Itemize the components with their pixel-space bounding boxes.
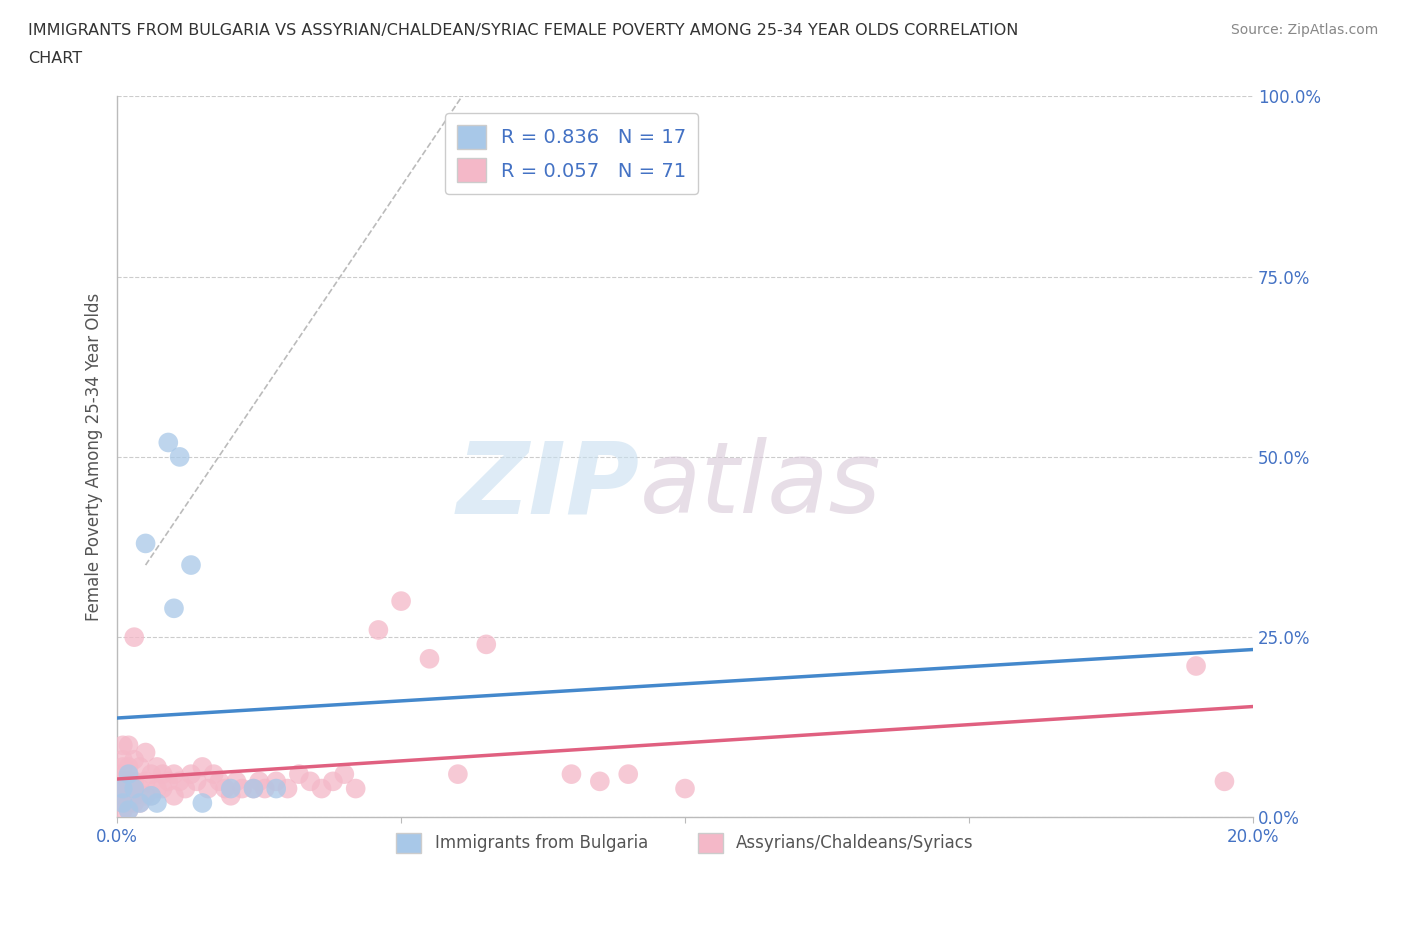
- Point: [344, 781, 367, 796]
- Point: [117, 795, 139, 810]
- Point: [129, 760, 152, 775]
- Point: [117, 781, 139, 796]
- Point: [191, 795, 214, 810]
- Point: [111, 737, 134, 752]
- Point: [135, 774, 157, 789]
- Point: [231, 781, 253, 796]
- Point: [589, 774, 612, 789]
- Point: [242, 781, 264, 796]
- Point: [146, 781, 169, 796]
- Text: ZIP: ZIP: [457, 437, 640, 534]
- Point: [117, 766, 139, 781]
- Point: [169, 449, 191, 464]
- Point: [242, 781, 264, 796]
- Point: [117, 803, 139, 817]
- Legend: Immigrants from Bulgaria, Assyrians/Chaldeans/Syriacs: Immigrants from Bulgaria, Assyrians/Chal…: [389, 826, 980, 859]
- Point: [111, 789, 134, 804]
- Point: [186, 774, 208, 789]
- Point: [111, 795, 134, 810]
- Point: [253, 781, 276, 796]
- Point: [135, 536, 157, 551]
- Y-axis label: Female Poverty Among 25-34 Year Olds: Female Poverty Among 25-34 Year Olds: [86, 293, 103, 621]
- Point: [111, 795, 134, 810]
- Point: [157, 774, 180, 789]
- Point: [122, 781, 145, 796]
- Point: [163, 601, 186, 616]
- Point: [208, 774, 231, 789]
- Point: [447, 766, 470, 781]
- Point: [141, 789, 163, 804]
- Point: [117, 737, 139, 752]
- Point: [111, 781, 134, 796]
- Point: [333, 766, 356, 781]
- Point: [418, 651, 440, 666]
- Point: [129, 795, 152, 810]
- Point: [180, 766, 202, 781]
- Text: atlas: atlas: [640, 437, 882, 534]
- Point: [191, 760, 214, 775]
- Point: [219, 789, 242, 804]
- Point: [129, 781, 152, 796]
- Point: [367, 622, 389, 637]
- Point: [152, 766, 174, 781]
- Point: [111, 774, 134, 789]
- Text: Source: ZipAtlas.com: Source: ZipAtlas.com: [1230, 23, 1378, 37]
- Point: [122, 789, 145, 804]
- Point: [111, 760, 134, 775]
- Point: [247, 774, 270, 789]
- Point: [264, 774, 287, 789]
- Point: [152, 781, 174, 796]
- Point: [180, 558, 202, 573]
- Point: [169, 774, 191, 789]
- Text: IMMIGRANTS FROM BULGARIA VS ASSYRIAN/CHALDEAN/SYRIAC FEMALE POVERTY AMONG 25-34 : IMMIGRANTS FROM BULGARIA VS ASSYRIAN/CHA…: [28, 23, 1018, 38]
- Point: [111, 781, 134, 796]
- Point: [117, 760, 139, 775]
- Point: [135, 789, 157, 804]
- Point: [129, 795, 152, 810]
- Point: [163, 766, 186, 781]
- Point: [122, 781, 145, 796]
- Point: [141, 789, 163, 804]
- Point: [560, 766, 582, 781]
- Point: [111, 766, 134, 781]
- Point: [146, 760, 169, 775]
- Point: [202, 766, 225, 781]
- Point: [141, 766, 163, 781]
- Point: [174, 781, 197, 796]
- Point: [219, 781, 242, 796]
- Point: [163, 789, 186, 804]
- Point: [389, 593, 412, 608]
- Point: [122, 795, 145, 810]
- Text: CHART: CHART: [28, 51, 82, 66]
- Point: [122, 752, 145, 767]
- Point: [617, 766, 640, 781]
- Point: [1213, 774, 1236, 789]
- Point: [146, 795, 169, 810]
- Point: [111, 803, 134, 817]
- Point: [117, 789, 139, 804]
- Point: [122, 774, 145, 789]
- Point: [277, 781, 299, 796]
- Point: [197, 781, 219, 796]
- Point: [299, 774, 322, 789]
- Point: [122, 630, 145, 644]
- Point: [264, 781, 287, 796]
- Point: [673, 781, 696, 796]
- Point: [135, 745, 157, 760]
- Point: [288, 766, 311, 781]
- Point: [157, 435, 180, 450]
- Point: [117, 803, 139, 817]
- Point: [225, 774, 247, 789]
- Point: [117, 774, 139, 789]
- Point: [1185, 658, 1208, 673]
- Point: [111, 752, 134, 767]
- Point: [311, 781, 333, 796]
- Point: [475, 637, 498, 652]
- Point: [214, 781, 236, 796]
- Point: [322, 774, 344, 789]
